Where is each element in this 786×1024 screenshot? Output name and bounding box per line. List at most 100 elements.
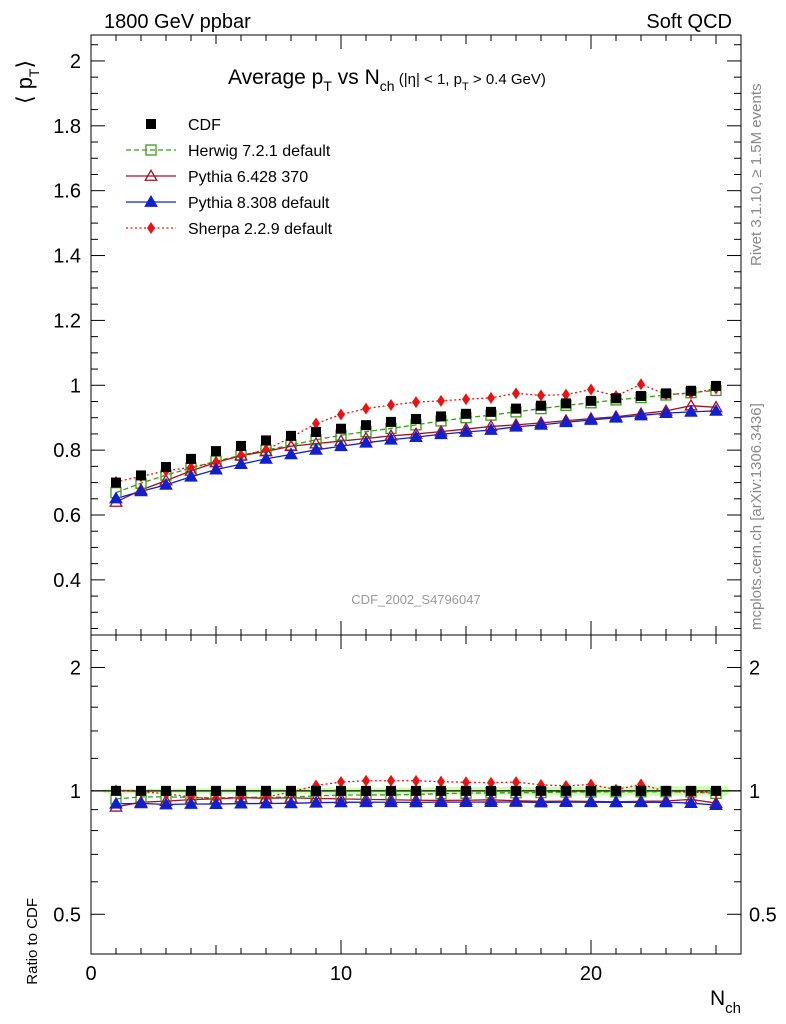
- main-series-markers: [109, 378, 723, 507]
- ratio-point-cdf: [361, 785, 371, 796]
- point-cdf: [511, 403, 521, 414]
- point-sherpa-2-2-9-default: [237, 449, 245, 462]
- ratio-point-sherpa-2-2-9-default: [337, 776, 345, 789]
- ratio-tick-label: 1: [70, 781, 81, 803]
- y-tick-label: 1: [70, 375, 81, 397]
- point-pythia-8-308-default: [109, 491, 123, 504]
- point-pythia-8-308-default: [459, 424, 473, 437]
- ratio-point-pythia-8-308-default: [684, 795, 698, 808]
- ratio-tick-label-right: 0.5: [749, 904, 777, 926]
- point-pythia-8-308-default: [384, 432, 398, 445]
- point-cdf: [436, 411, 446, 422]
- ratio-tick-label-right: 1: [749, 781, 760, 803]
- header-left: 1800 GeV ppbar: [104, 11, 251, 33]
- ratio-y-label: Ratio to CDF: [24, 898, 41, 985]
- point-cdf: [611, 393, 621, 404]
- point-pythia-8-308-default: [359, 435, 373, 448]
- point-pythia-8-308-default: [659, 406, 673, 419]
- point-pythia-8-308-default: [484, 422, 498, 435]
- x-tick-label: 20: [580, 963, 602, 985]
- ratio-point-pythia-8-308-default: [659, 795, 673, 808]
- point-sherpa-2-2-9-default: [562, 388, 570, 401]
- point-cdf: [136, 470, 146, 481]
- y-tick-label: 1.2: [53, 310, 81, 332]
- ratio-point-pythia-8-308-default: [709, 798, 723, 811]
- x-axis-label: Nch: [710, 987, 741, 1017]
- ratio-point-cdf: [686, 785, 696, 796]
- legend-marker-cdf: [146, 119, 156, 129]
- ratio-point-cdf: [511, 785, 521, 796]
- ratio-point-cdf: [586, 785, 596, 796]
- point-sherpa-2-2-9-default: [637, 378, 645, 391]
- point-pythia-8-308-default: [559, 415, 573, 428]
- ratio-point-cdf: [136, 785, 146, 796]
- y-tick-label: 1.8: [53, 116, 81, 138]
- point-cdf: [461, 408, 471, 419]
- point-sherpa-2-2-9-default: [487, 391, 495, 404]
- ratio-point-cdf: [211, 785, 221, 796]
- ratio-point-cdf: [611, 785, 621, 796]
- point-pythia-8-308-default: [234, 457, 248, 469]
- point-pythia-8-308-default: [284, 447, 298, 460]
- ratio-point-cdf: [436, 785, 446, 796]
- ratio-point-cdf: [336, 785, 346, 796]
- ratio-point-sherpa-2-2-9-default: [437, 775, 445, 788]
- legend-label-cdf: CDF: [188, 117, 221, 134]
- point-pythia-8-308-default: [309, 442, 323, 455]
- ratio-point-pythia-8-308-default: [134, 796, 148, 809]
- point-pythia-8-308-default: [334, 439, 348, 452]
- ratio-point-cdf: [111, 785, 121, 796]
- point-pythia-8-308-default: [134, 484, 148, 497]
- ratio-point-pythia-8-308-default: [459, 795, 473, 808]
- legend-marker-pythia-8-308-default: [144, 194, 158, 207]
- header-right: Soft QCD: [646, 11, 732, 33]
- ratio-point-cdf: [561, 785, 571, 796]
- point-sherpa-2-2-9-default: [212, 456, 220, 469]
- ratio-tick-label-right: 2: [749, 657, 760, 679]
- ratio-point-pythia-8-308-default: [334, 795, 348, 808]
- point-pythia-8-308-default: [509, 419, 523, 432]
- y-tick-label: 0.6: [53, 505, 81, 527]
- point-pythia-8-308-default: [409, 430, 423, 443]
- main-y-axis: 0.4 0.6 0.8 1 1.2 1.4 1.6 1.8 2: [53, 44, 741, 630]
- ratio-point-pythia-8-308-default: [309, 795, 323, 808]
- chart-title: Average pT vs Nch (|η| < 1, pT > 0.4 GeV…: [228, 66, 546, 94]
- ratio-tick-label: 2: [70, 657, 81, 679]
- x-axis: 0 10 20: [85, 35, 742, 985]
- point-pythia-8-308-default: [684, 404, 698, 417]
- ratio-point-cdf: [411, 785, 421, 796]
- point-pythia-8-308-default: [434, 427, 448, 440]
- point-cdf: [586, 395, 596, 406]
- y-tick-label: 0.4: [53, 570, 81, 592]
- legend-label-sherpa-2-2-9-default: Sherpa 2.2.9 default: [188, 221, 333, 238]
- ratio-point-pythia-8-308-default: [209, 797, 223, 809]
- legend-marker-sherpa-2-2-9-default: [147, 222, 155, 234]
- ratio-point-pythia-8-308-default: [534, 795, 548, 808]
- legend-marker-pythia-6-428-370: [144, 168, 158, 181]
- ratio-tick-label: 0.5: [53, 904, 81, 926]
- ratio-point-cdf: [261, 785, 271, 796]
- ratio-point-cdf: [711, 785, 721, 796]
- ratio-point-pythia-8-308-default: [559, 795, 573, 808]
- point-cdf: [361, 420, 371, 431]
- ratio-point-pythia-8-308-default: [109, 796, 123, 809]
- legend: CDF Herwig 7.2.1 default Pythia 6.428 370 P…: [126, 117, 333, 238]
- point-cdf: [686, 385, 696, 396]
- ratio-point-pythia-8-308-default: [609, 795, 623, 808]
- ratio-point-cdf: [486, 785, 496, 796]
- main-y-label: ⟨ pT⟩: [12, 60, 42, 104]
- point-sherpa-2-2-9-default: [412, 396, 420, 409]
- ratio-point-pythia-8-308-default: [584, 795, 598, 808]
- point-pythia-8-308-default: [534, 417, 548, 430]
- point-sherpa-2-2-9-default: [587, 383, 595, 396]
- point-cdf: [636, 390, 646, 401]
- point-sherpa-2-2-9-default: [512, 387, 520, 400]
- series-line-pythia-8-308-default: [115, 410, 717, 500]
- ratio-point-cdf: [636, 785, 646, 796]
- ratio-point-pythia-8-308-default: [434, 794, 448, 807]
- ratio-point-cdf: [186, 785, 196, 796]
- point-sherpa-2-2-9-default: [437, 394, 445, 407]
- ratio-point-pythia-8-308-default: [234, 796, 248, 809]
- ratio-point-pythia-8-308-default: [384, 795, 398, 808]
